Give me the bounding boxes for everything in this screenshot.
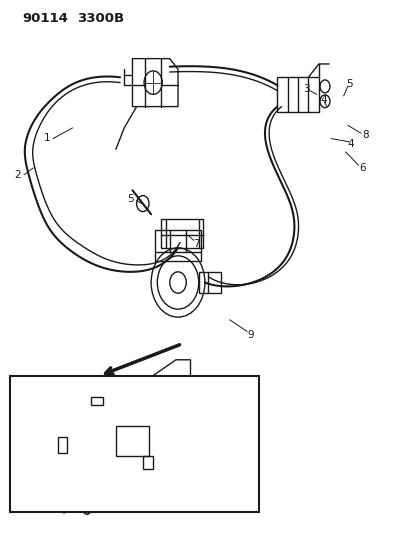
- Bar: [198, 272, 221, 293]
- Text: 10: 10: [83, 396, 97, 406]
- Bar: [10, 376, 258, 512]
- Text: 90114: 90114: [23, 12, 69, 25]
- Text: 13: 13: [42, 458, 55, 467]
- Text: 4: 4: [347, 139, 354, 149]
- Text: 2: 2: [14, 170, 21, 180]
- Bar: [155, 230, 200, 252]
- Text: 15: 15: [164, 447, 177, 457]
- Text: 8: 8: [361, 130, 368, 140]
- Text: 11: 11: [56, 405, 69, 415]
- Text: 6: 6: [358, 164, 365, 173]
- Bar: [58, 437, 67, 453]
- Bar: [116, 426, 149, 456]
- Text: 4: 4: [320, 95, 327, 104]
- Text: 3: 3: [302, 84, 309, 94]
- Text: 14: 14: [79, 459, 93, 469]
- Bar: [91, 397, 103, 405]
- Text: 12: 12: [38, 415, 51, 425]
- Bar: [142, 456, 153, 469]
- Text: 5: 5: [127, 194, 133, 204]
- Text: 1: 1: [44, 133, 51, 142]
- Text: 3300B: 3300B: [76, 12, 123, 25]
- Text: 5: 5: [346, 79, 352, 89]
- Text: 9: 9: [247, 330, 253, 340]
- Bar: [161, 219, 202, 248]
- Text: 7: 7: [193, 239, 199, 248]
